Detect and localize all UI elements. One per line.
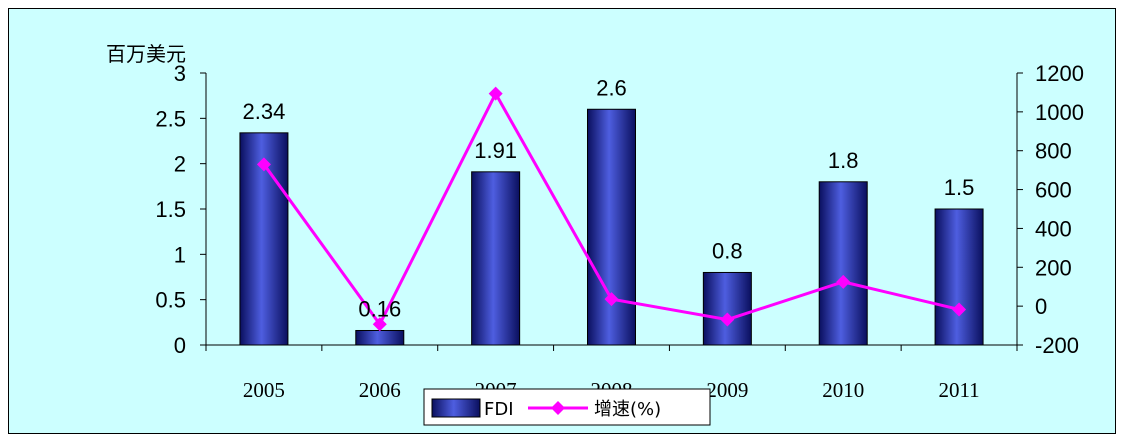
growth-marker bbox=[952, 302, 967, 317]
x-tick-label: 2006 bbox=[359, 378, 401, 402]
growth-marker bbox=[256, 157, 271, 172]
left-tick-label: 3 bbox=[174, 61, 186, 86]
x-tick-label: 2010 bbox=[822, 378, 864, 402]
left-tick-label: 0.5 bbox=[155, 288, 186, 313]
right-tick-label: 800 bbox=[1035, 139, 1072, 164]
fdi-data-label: 1.91 bbox=[474, 138, 517, 163]
fdi-bar bbox=[587, 108, 636, 346]
left-tick-label: 2 bbox=[174, 152, 186, 177]
fdi-data-label: 0.8 bbox=[712, 238, 743, 263]
fdi-data-label: 0.16 bbox=[358, 296, 401, 321]
fdi-data-label: 2.34 bbox=[243, 99, 286, 124]
left-tick-label: 1 bbox=[174, 242, 186, 267]
fdi-bar bbox=[818, 181, 868, 346]
right-tick-label: 400 bbox=[1035, 216, 1072, 241]
right-tick-label: 1000 bbox=[1035, 100, 1084, 125]
right-tick-label: 200 bbox=[1035, 255, 1072, 280]
left-tick-label: 2.5 bbox=[155, 106, 186, 131]
left-tick-label: 0 bbox=[174, 333, 186, 358]
growth-marker bbox=[720, 312, 735, 327]
fdi-bar bbox=[934, 208, 984, 346]
fdi-data-label: 2.6 bbox=[596, 75, 627, 100]
right-tick-label: 1200 bbox=[1035, 61, 1084, 86]
right-tick-label: 0 bbox=[1035, 294, 1047, 319]
right-tick-label: 600 bbox=[1035, 178, 1072, 203]
growth-marker bbox=[372, 317, 387, 332]
fdi-bar bbox=[702, 271, 752, 346]
fdi-data-label: 1.5 bbox=[944, 175, 975, 200]
legend-marker-swatch bbox=[551, 401, 565, 415]
legend-bar-swatch bbox=[431, 398, 481, 418]
x-tick-label: 2011 bbox=[938, 378, 979, 402]
chart-area bbox=[8, 8, 1116, 434]
right-tick-label: -200 bbox=[1035, 333, 1079, 358]
legend-label-growth: 增速(%) bbox=[594, 399, 661, 420]
fdi-data-label: 1.8 bbox=[828, 148, 859, 173]
x-tick-label: 2005 bbox=[243, 378, 285, 402]
left-axis-label: 百万美元 bbox=[106, 42, 186, 66]
x-tick-label: 2009 bbox=[706, 378, 748, 402]
growth-marker bbox=[488, 86, 503, 101]
growth-marker bbox=[604, 292, 619, 307]
fdi-bar bbox=[355, 329, 405, 346]
fdi-bar bbox=[471, 171, 521, 346]
growth-marker bbox=[836, 274, 851, 289]
left-tick-label: 1.5 bbox=[155, 197, 186, 222]
legend-label-fdi: FDI bbox=[484, 399, 514, 420]
